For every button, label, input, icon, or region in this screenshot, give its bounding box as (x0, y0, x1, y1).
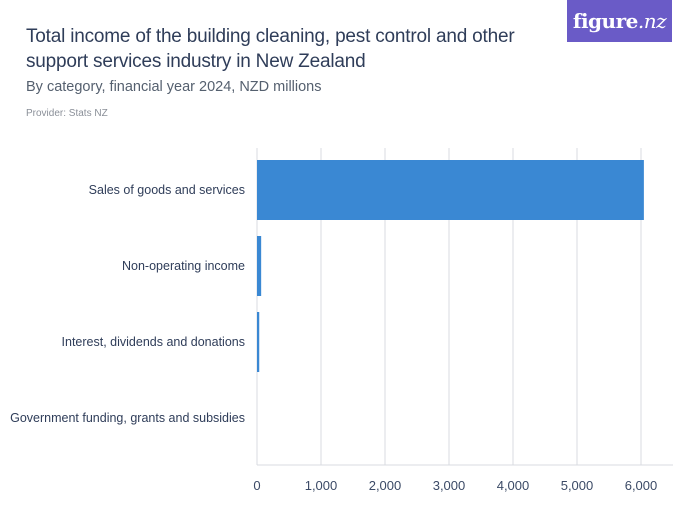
bar-interest-dividends-and-donations[interactable] (257, 312, 260, 372)
provider-credit: Provider: Stats NZ (26, 108, 108, 119)
x-tick-label: 5,000 (561, 478, 594, 493)
x-tick-label: 0 (253, 478, 260, 493)
x-tick-label: 3,000 (433, 478, 466, 493)
category-label: Non-operating income (122, 259, 245, 273)
chart-title: Total income of the building cleaning, p… (26, 26, 515, 72)
logo-text: figure (572, 9, 639, 33)
category-label: Interest, dividends and donations (62, 335, 245, 349)
figure-nz-logo[interactable]: figure .nz (567, 0, 672, 42)
bar-non-operating-income[interactable] (257, 236, 262, 296)
chart-subtitle: By category, financial year 2024, NZD mi… (26, 79, 322, 95)
x-tick-label: 1,000 (305, 478, 338, 493)
category-label: Government funding, grants and subsidies (10, 411, 245, 425)
logo-suffix: .nz (637, 9, 667, 33)
category-label: Sales of goods and services (89, 183, 245, 197)
bars (257, 160, 644, 372)
category-labels: Sales of goods and services Non-operating… (10, 183, 245, 425)
x-tick-label: 2,000 (369, 478, 402, 493)
x-tick-label: 6,000 (625, 478, 658, 493)
x-tick-label: 4,000 (497, 478, 530, 493)
x-axis-tick-labels: 0 1,000 2,000 3,000 4,000 5,000 6,000 (253, 478, 657, 493)
bar-sales-of-goods-and-services[interactable] (257, 160, 644, 220)
